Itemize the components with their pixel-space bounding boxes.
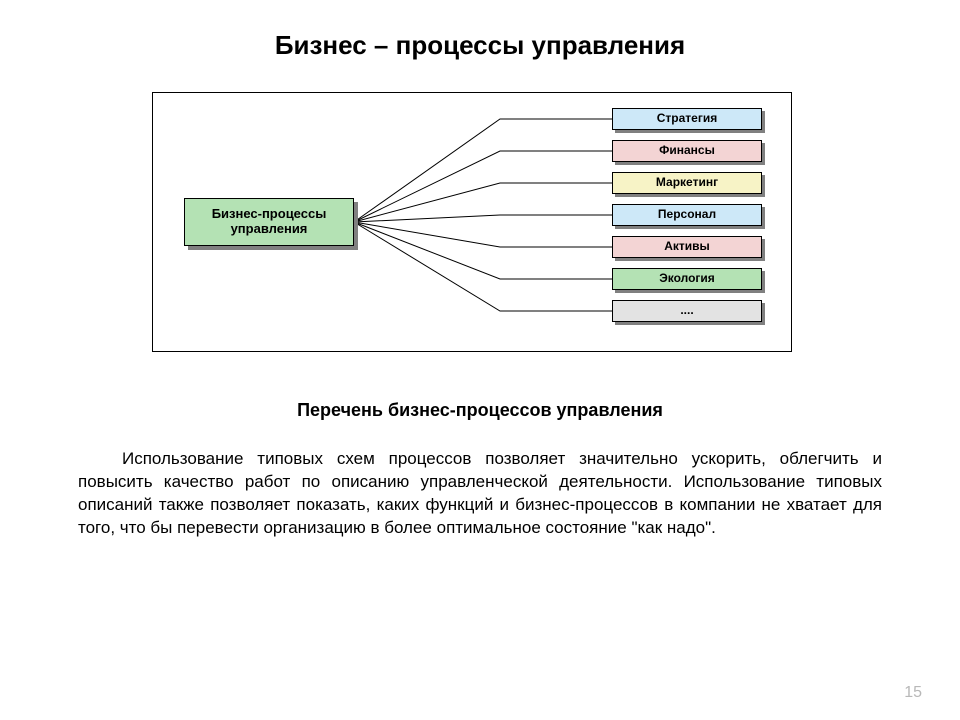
page-number: 15 <box>904 684 922 702</box>
diagram-caption: Перечень бизнес-процессов управления <box>0 400 960 421</box>
connector-lines <box>0 0 960 720</box>
child-node: Активы <box>612 236 762 258</box>
child-node: Стратегия <box>612 108 762 130</box>
child-node: .... <box>612 300 762 322</box>
child-node: Персонал <box>612 204 762 226</box>
body-paragraph: Использование типовых схем процессов поз… <box>78 448 882 540</box>
child-node: Финансы <box>612 140 762 162</box>
child-node: Маркетинг <box>612 172 762 194</box>
child-node: Экология <box>612 268 762 290</box>
root-node: Бизнес-процессы управления <box>184 198 354 246</box>
